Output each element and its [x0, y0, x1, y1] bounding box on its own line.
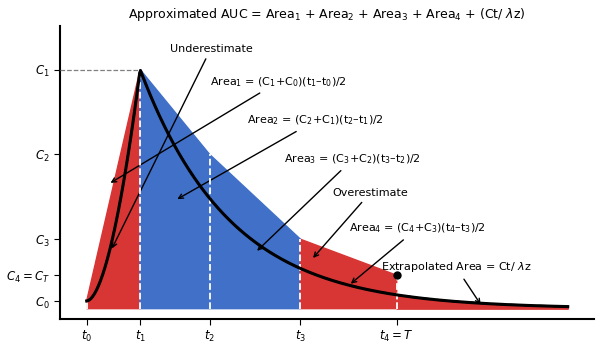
Text: Area$_2$ = (C$_2$+C$_1$)(t$_2$–t$_1$)/2: Area$_2$ = (C$_2$+C$_1$)(t$_2$–t$_1$)/2 [179, 114, 384, 198]
Text: Extrapolated Area = Ct/ $\lambda$z: Extrapolated Area = Ct/ $\lambda$z [380, 260, 531, 303]
Text: Area$_3$ = (C$_3$+C$_2$)(t$_3$–t$_2$)/2: Area$_3$ = (C$_3$+C$_2$)(t$_3$–t$_2$)/2 [258, 152, 421, 250]
Polygon shape [301, 239, 397, 309]
Title: Approximated AUC = Area$_1$ + Area$_2$ + Area$_3$ + Area$_4$ + (Ct/ $\lambda$z): Approximated AUC = Area$_1$ + Area$_2$ +… [128, 6, 526, 22]
Polygon shape [86, 70, 140, 309]
Text: Underestimate: Underestimate [113, 44, 252, 247]
Text: Overestimate: Overestimate [314, 188, 408, 257]
Text: Area$_1$ = (C$_1$+C$_0$)(t$_1$–t$_0$)/2: Area$_1$ = (C$_1$+C$_0$)(t$_1$–t$_0$)/2 [112, 75, 347, 182]
Text: Area$_4$ = (C$_4$+C$_3$)(t$_4$–t$_3$)/2: Area$_4$ = (C$_4$+C$_3$)(t$_4$–t$_3$)/2 [349, 222, 485, 283]
Polygon shape [140, 70, 209, 309]
Polygon shape [209, 154, 301, 309]
